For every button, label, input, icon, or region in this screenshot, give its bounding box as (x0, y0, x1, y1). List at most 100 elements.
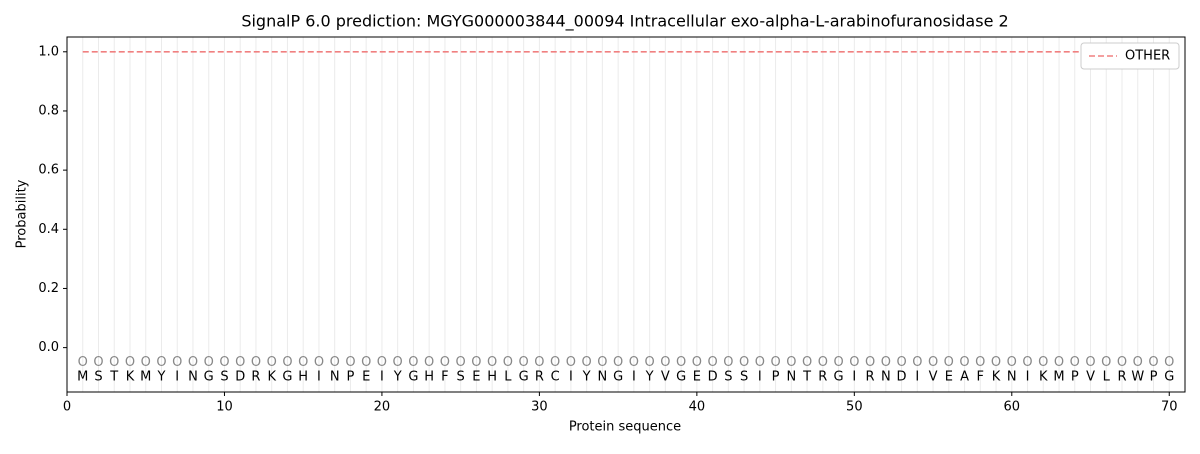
x-tick-label: 30 (531, 400, 548, 415)
residue-letter: I (569, 370, 573, 385)
state-label: O (345, 355, 355, 370)
state-label: O (440, 355, 450, 370)
residue-letter: Y (645, 370, 654, 385)
state-label: O (235, 355, 245, 370)
state-label: O (629, 355, 639, 370)
residue-letter: N (881, 370, 891, 385)
y-axis-label: Probability (15, 179, 30, 248)
state-label: O (928, 355, 938, 370)
residue-letter: R (251, 370, 260, 385)
chart-title: SignalP 6.0 prediction: MGYG000003844_00… (241, 12, 1008, 32)
residue-letter: V (929, 370, 938, 385)
residue-letter: H (487, 370, 497, 385)
residue-letter: V (1086, 370, 1095, 385)
state-label: O (519, 355, 529, 370)
residue-letter: W (1131, 370, 1144, 385)
state-label: O (78, 355, 88, 370)
residue-letter: G (519, 370, 529, 385)
state-label: O (534, 355, 544, 370)
state-label: O (613, 355, 623, 370)
y-tick-label: 0.0 (38, 340, 59, 355)
state-label: O (282, 355, 292, 370)
residue-letter: N (330, 370, 340, 385)
state-label: O (660, 355, 670, 370)
state-label: O (1007, 355, 1017, 370)
y-tick-label: 0.6 (38, 163, 59, 178)
residue-letter: I (758, 370, 762, 385)
residue-letter: K (992, 370, 1001, 385)
residue-letter: Y (393, 370, 402, 385)
state-label: O (1133, 355, 1143, 370)
plot-frame (66, 36, 1186, 393)
state-label: O (487, 355, 497, 370)
state-label: O (676, 355, 686, 370)
state-label: O (251, 355, 261, 370)
residue-letter: G (282, 370, 292, 385)
state-label: O (456, 355, 466, 370)
legend-label: OTHER (1125, 49, 1170, 64)
state-label: O (1038, 355, 1048, 370)
state-label: O (471, 355, 481, 370)
residue-letter: T (109, 370, 118, 385)
residue-letter: K (126, 370, 135, 385)
residue-letter: I (632, 370, 636, 385)
state-label: O (802, 355, 812, 370)
state-label: O (1117, 355, 1127, 370)
state-label: O (125, 355, 135, 370)
state-label: O (1054, 355, 1064, 370)
residue-letter: R (535, 370, 544, 385)
residue-letter: S (724, 370, 732, 385)
state-label: O (93, 355, 103, 370)
state-label: O (1101, 355, 1111, 370)
residue-letter: R (866, 370, 875, 385)
y-tick-label: 0.8 (38, 103, 59, 118)
residue-letter: V (661, 370, 670, 385)
state-label: O (865, 355, 875, 370)
residue-letter: N (598, 370, 608, 385)
state-label: O (975, 355, 985, 370)
state-label: O (393, 355, 403, 370)
residue-letter: C (551, 370, 560, 385)
x-tick-label: 10 (216, 400, 233, 415)
state-label: O (566, 355, 576, 370)
residue-letter: K (1039, 370, 1048, 385)
state-label: O (770, 355, 780, 370)
residue-letter: N (786, 370, 796, 385)
state-label: O (377, 355, 387, 370)
residue-letter: E (362, 370, 370, 385)
residue-letter: G (1164, 370, 1174, 385)
state-label: O (833, 355, 843, 370)
state-label: O (959, 355, 969, 370)
residue-letter: I (852, 370, 856, 385)
residue-letter: T (802, 370, 811, 385)
state-label: O (424, 355, 434, 370)
residue-letter: S (457, 370, 465, 385)
residue-letter: N (1007, 370, 1017, 385)
state-label: O (1164, 355, 1174, 370)
residue-letter: Y (582, 370, 591, 385)
state-label: O (188, 355, 198, 370)
residue-letter: I (175, 370, 179, 385)
legend-box (1080, 42, 1180, 70)
residue-letter: S (94, 370, 102, 385)
residue-letter: N (188, 370, 198, 385)
residue-letter: L (1103, 370, 1111, 385)
x-axis-label: Protein sequence (569, 420, 681, 435)
state-label: O (141, 355, 151, 370)
state-label: O (991, 355, 1001, 370)
residue-letter: I (317, 370, 321, 385)
state-label: O (156, 355, 166, 370)
residue-letter: P (347, 370, 355, 385)
residue-letter: P (772, 370, 780, 385)
state-label: O (408, 355, 418, 370)
state-label: O (645, 355, 655, 370)
residue-letter: G (676, 370, 686, 385)
state-label: O (314, 355, 324, 370)
residue-letter: H (298, 370, 308, 385)
residue-letter: E (945, 370, 953, 385)
residue-letter: G (613, 370, 623, 385)
y-tick-label: 0.4 (38, 222, 59, 237)
state-label: O (597, 355, 607, 370)
residue-letter: F (977, 370, 984, 385)
state-label: O (361, 355, 371, 370)
